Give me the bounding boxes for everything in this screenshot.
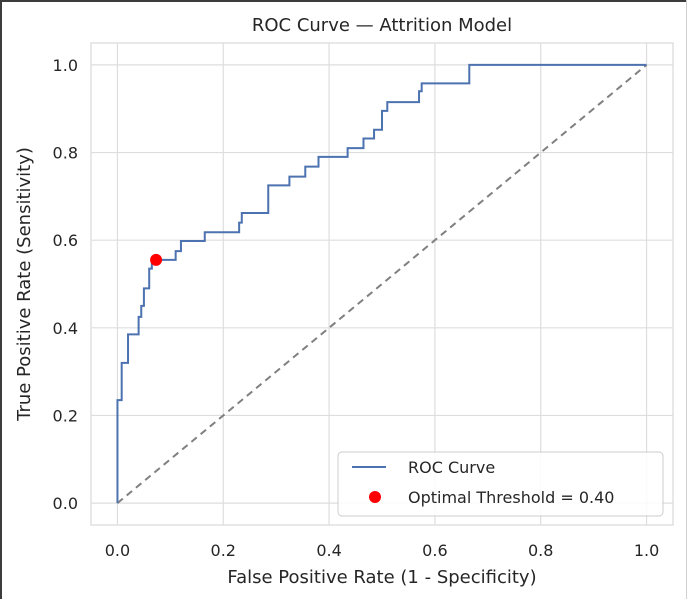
x-tick-label: 0.8 bbox=[528, 541, 553, 560]
legend-roc-label: ROC Curve bbox=[408, 458, 495, 477]
x-tick-label: 0.2 bbox=[211, 541, 236, 560]
x-tick-labels: 0.0 0.2 0.4 0.6 0.8 1.0 bbox=[105, 541, 660, 560]
y-tick-labels: 0.0 0.2 0.4 0.6 0.8 1.0 bbox=[53, 56, 78, 513]
y-axis-label: True Positive Rate (Sensitivity) bbox=[14, 147, 35, 422]
series-layer bbox=[116, 63, 648, 504]
y-tick-label: 0.4 bbox=[53, 319, 78, 338]
legend-box bbox=[337, 451, 664, 517]
x-tick-label: 1.0 bbox=[634, 541, 659, 560]
window-frame-top bbox=[0, 0, 687, 2]
legend-optimal-marker bbox=[369, 491, 381, 503]
y-tick-label: 0.6 bbox=[53, 231, 78, 250]
y-tick-label: 0.8 bbox=[53, 144, 78, 163]
chance-diagonal-line bbox=[116, 64, 648, 504]
x-tick-label: 0.6 bbox=[422, 541, 447, 560]
x-axis-label: False Positive Rate (1 - Specificity) bbox=[227, 567, 536, 588]
grid-lines bbox=[91, 43, 673, 525]
legend: ROC Curve Optimal Threshold = 0.40 bbox=[337, 451, 664, 517]
roc-curve-line bbox=[116, 63, 647, 504]
x-tick-label: 0.0 bbox=[105, 541, 130, 560]
window-frame-left bbox=[0, 0, 2, 599]
y-tick-label: 1.0 bbox=[53, 56, 78, 75]
y-tick-label: 0.0 bbox=[53, 494, 78, 513]
optimal-threshold-point bbox=[150, 253, 163, 266]
chart-title: ROC Curve — Attrition Model bbox=[252, 15, 512, 36]
x-tick-label: 0.4 bbox=[316, 541, 341, 560]
y-tick-label: 0.2 bbox=[53, 406, 78, 425]
legend-optimal-label: Optimal Threshold = 0.40 bbox=[408, 488, 614, 507]
